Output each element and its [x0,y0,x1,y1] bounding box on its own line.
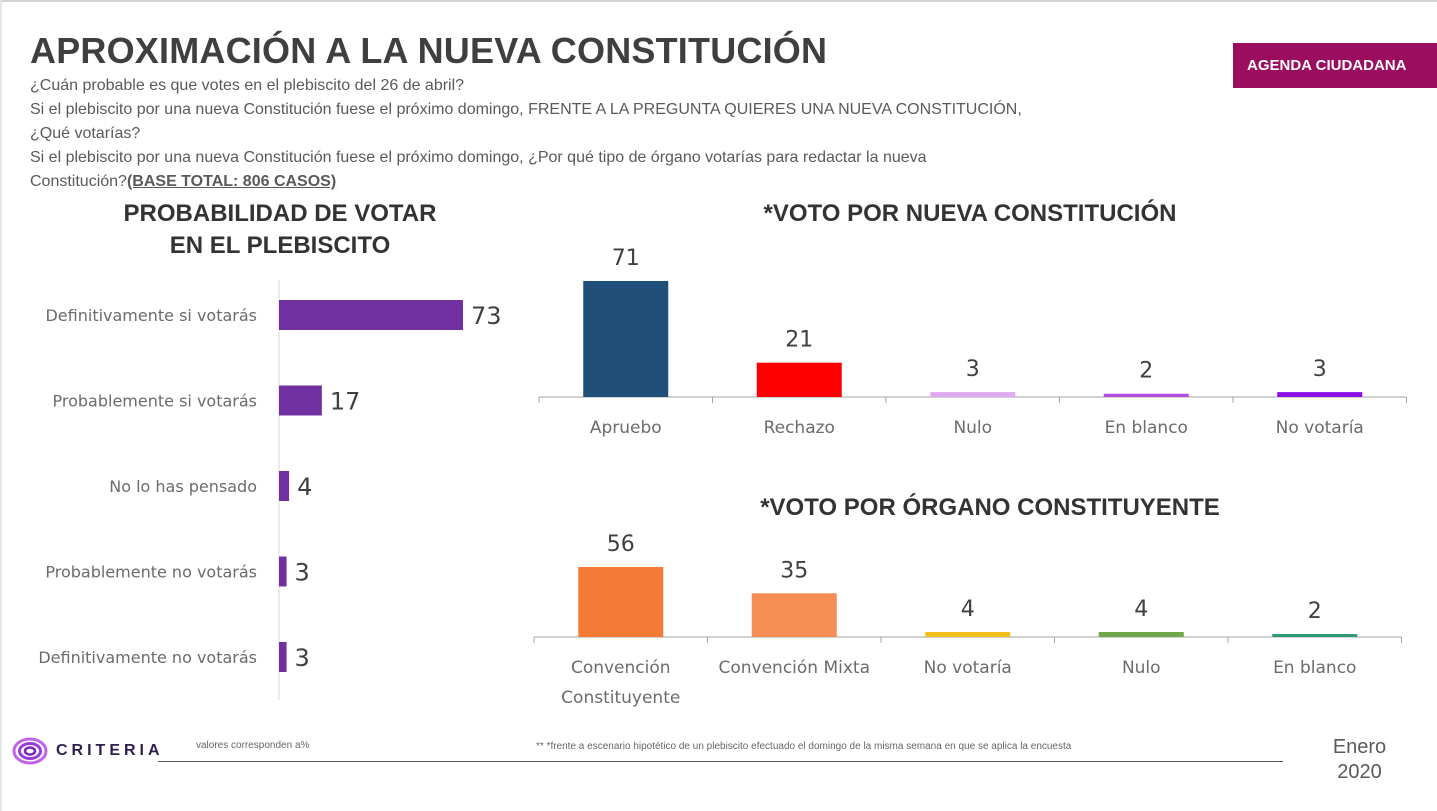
category-label-1: Rechazo [764,418,835,438]
probabilidad-votar-chart: Definitivamente si votarás 73 Probablement… [38,280,502,700]
footer-note-right: ** *frente a escenario hipotético de un … [536,741,1072,752]
bar-1 [751,593,837,637]
top-border [0,0,1437,2]
data-label-3: 3 [295,559,310,587]
criteria-logo-icon [12,737,48,765]
category-label-0: Convención [571,658,671,678]
category-label-0-line2: Constituyente [561,688,680,708]
category-label-4: Definitivamente no votarás [38,648,257,667]
left-border [0,0,2,811]
category-label-1: Convención Mixta [718,658,870,678]
voto-nueva-constitucion-chart: 71 Apruebo 21 Rechazo 3 Nulo 2 En blanco 3 No vot… [538,246,1407,438]
question-2: Si el plebiscito por una nueva Constituc… [30,101,1022,118]
category-label-0: Definitivamente si votarás [45,306,257,325]
data-label-0: 56 [607,532,635,557]
data-label-0: 73 [471,302,502,330]
bar-1 [756,362,842,397]
data-label-3: 2 [1139,359,1153,384]
category-label-3: Nulo [1122,658,1161,678]
badge-label: AGENDA CIUDADANA [1247,57,1407,74]
question-3-cont: Constitución?(BASE TOTAL: 806 CASOS) [30,170,1250,194]
left-chart-title-line2: EN EL PLEBISCITO [169,232,391,259]
data-label-2: 4 [297,473,312,501]
data-label-0: 71 [612,246,640,271]
category-label-4: En blanco [1273,658,1356,678]
criteria-logo: CRITERIA [12,737,164,765]
bar-3 [1103,393,1189,397]
category-label-0: Apruebo [590,418,662,438]
footer-note-left: valores corresponden a% [196,740,310,751]
question-3: Si el plebiscito por una nueva Constituc… [30,149,927,166]
data-label-4: 3 [295,644,310,672]
category-label-2: Nulo [953,418,992,438]
date-month: Enero [1332,736,1387,758]
question-2-cont: ¿Qué votarías? [30,125,141,142]
left-chart-title: PROBABILIDAD DE VOTAR EN EL PLEBISCITO [80,198,480,262]
survey-questions: ¿Cuán probable es que votes en el plebis… [30,74,1250,194]
bar-0 [583,281,669,397]
bar-0 [578,567,664,637]
base-total: (BASE TOTAL: 806 CASOS) [126,173,337,190]
question-3-end: Constitución? [30,173,127,190]
category-label-2: No lo has pensado [109,477,257,496]
criteria-logo-text: CRITERIA [56,742,164,759]
page-title: APROXIMACIÓN A LA NUEVA CONSTITUCIÓN [30,30,828,71]
bar-4 [1277,392,1363,397]
category-label-1: Probablemente si votarás [53,392,257,411]
footer-divider [158,761,1283,762]
bar-3 [1098,632,1184,637]
bar-4 [1272,634,1358,637]
bar-1 [279,385,322,416]
data-label-4: 3 [1313,357,1327,382]
data-label-4: 2 [1308,599,1322,624]
category-label-2: No votaría [924,658,1012,678]
survey-date: Enero 2020 [1322,735,1397,785]
data-label-1: 35 [780,558,808,583]
category-label-4: No votaría [1276,418,1364,438]
left-chart-title-line1: PROBABILIDAD DE VOTAR [123,200,437,227]
date-year: 2020 [1337,761,1382,783]
category-label-3: Probablemente no votarás [45,563,257,582]
question-1: ¿Cuán probable es que votes en el plebis… [30,77,465,94]
data-label-1: 21 [785,328,813,353]
bar-0 [279,300,463,330]
bar-3 [279,556,287,587]
bar-2 [925,632,1011,637]
data-label-2: 3 [966,357,980,382]
bar-2 [930,392,1016,397]
top-right-chart-title: *VOTO POR NUEVA CONSTITUCIÓN [763,200,1177,227]
bar-2 [279,471,290,501]
bar-4 [279,642,287,672]
data-label-3: 4 [1134,597,1148,622]
data-label-1: 17 [330,388,361,416]
data-label-2: 4 [961,597,975,622]
category-label-3: En blanco [1105,418,1188,438]
bottom-right-chart-title: *VOTO POR ÓRGANO CONSTITUYENTE [760,494,1220,521]
agenda-ciudadana-badge: AGENDA CIUDADANA [1233,43,1437,88]
voto-organo-constituyente-chart: 56 Convención Constituyente 35 Convención Mi… [533,532,1402,708]
